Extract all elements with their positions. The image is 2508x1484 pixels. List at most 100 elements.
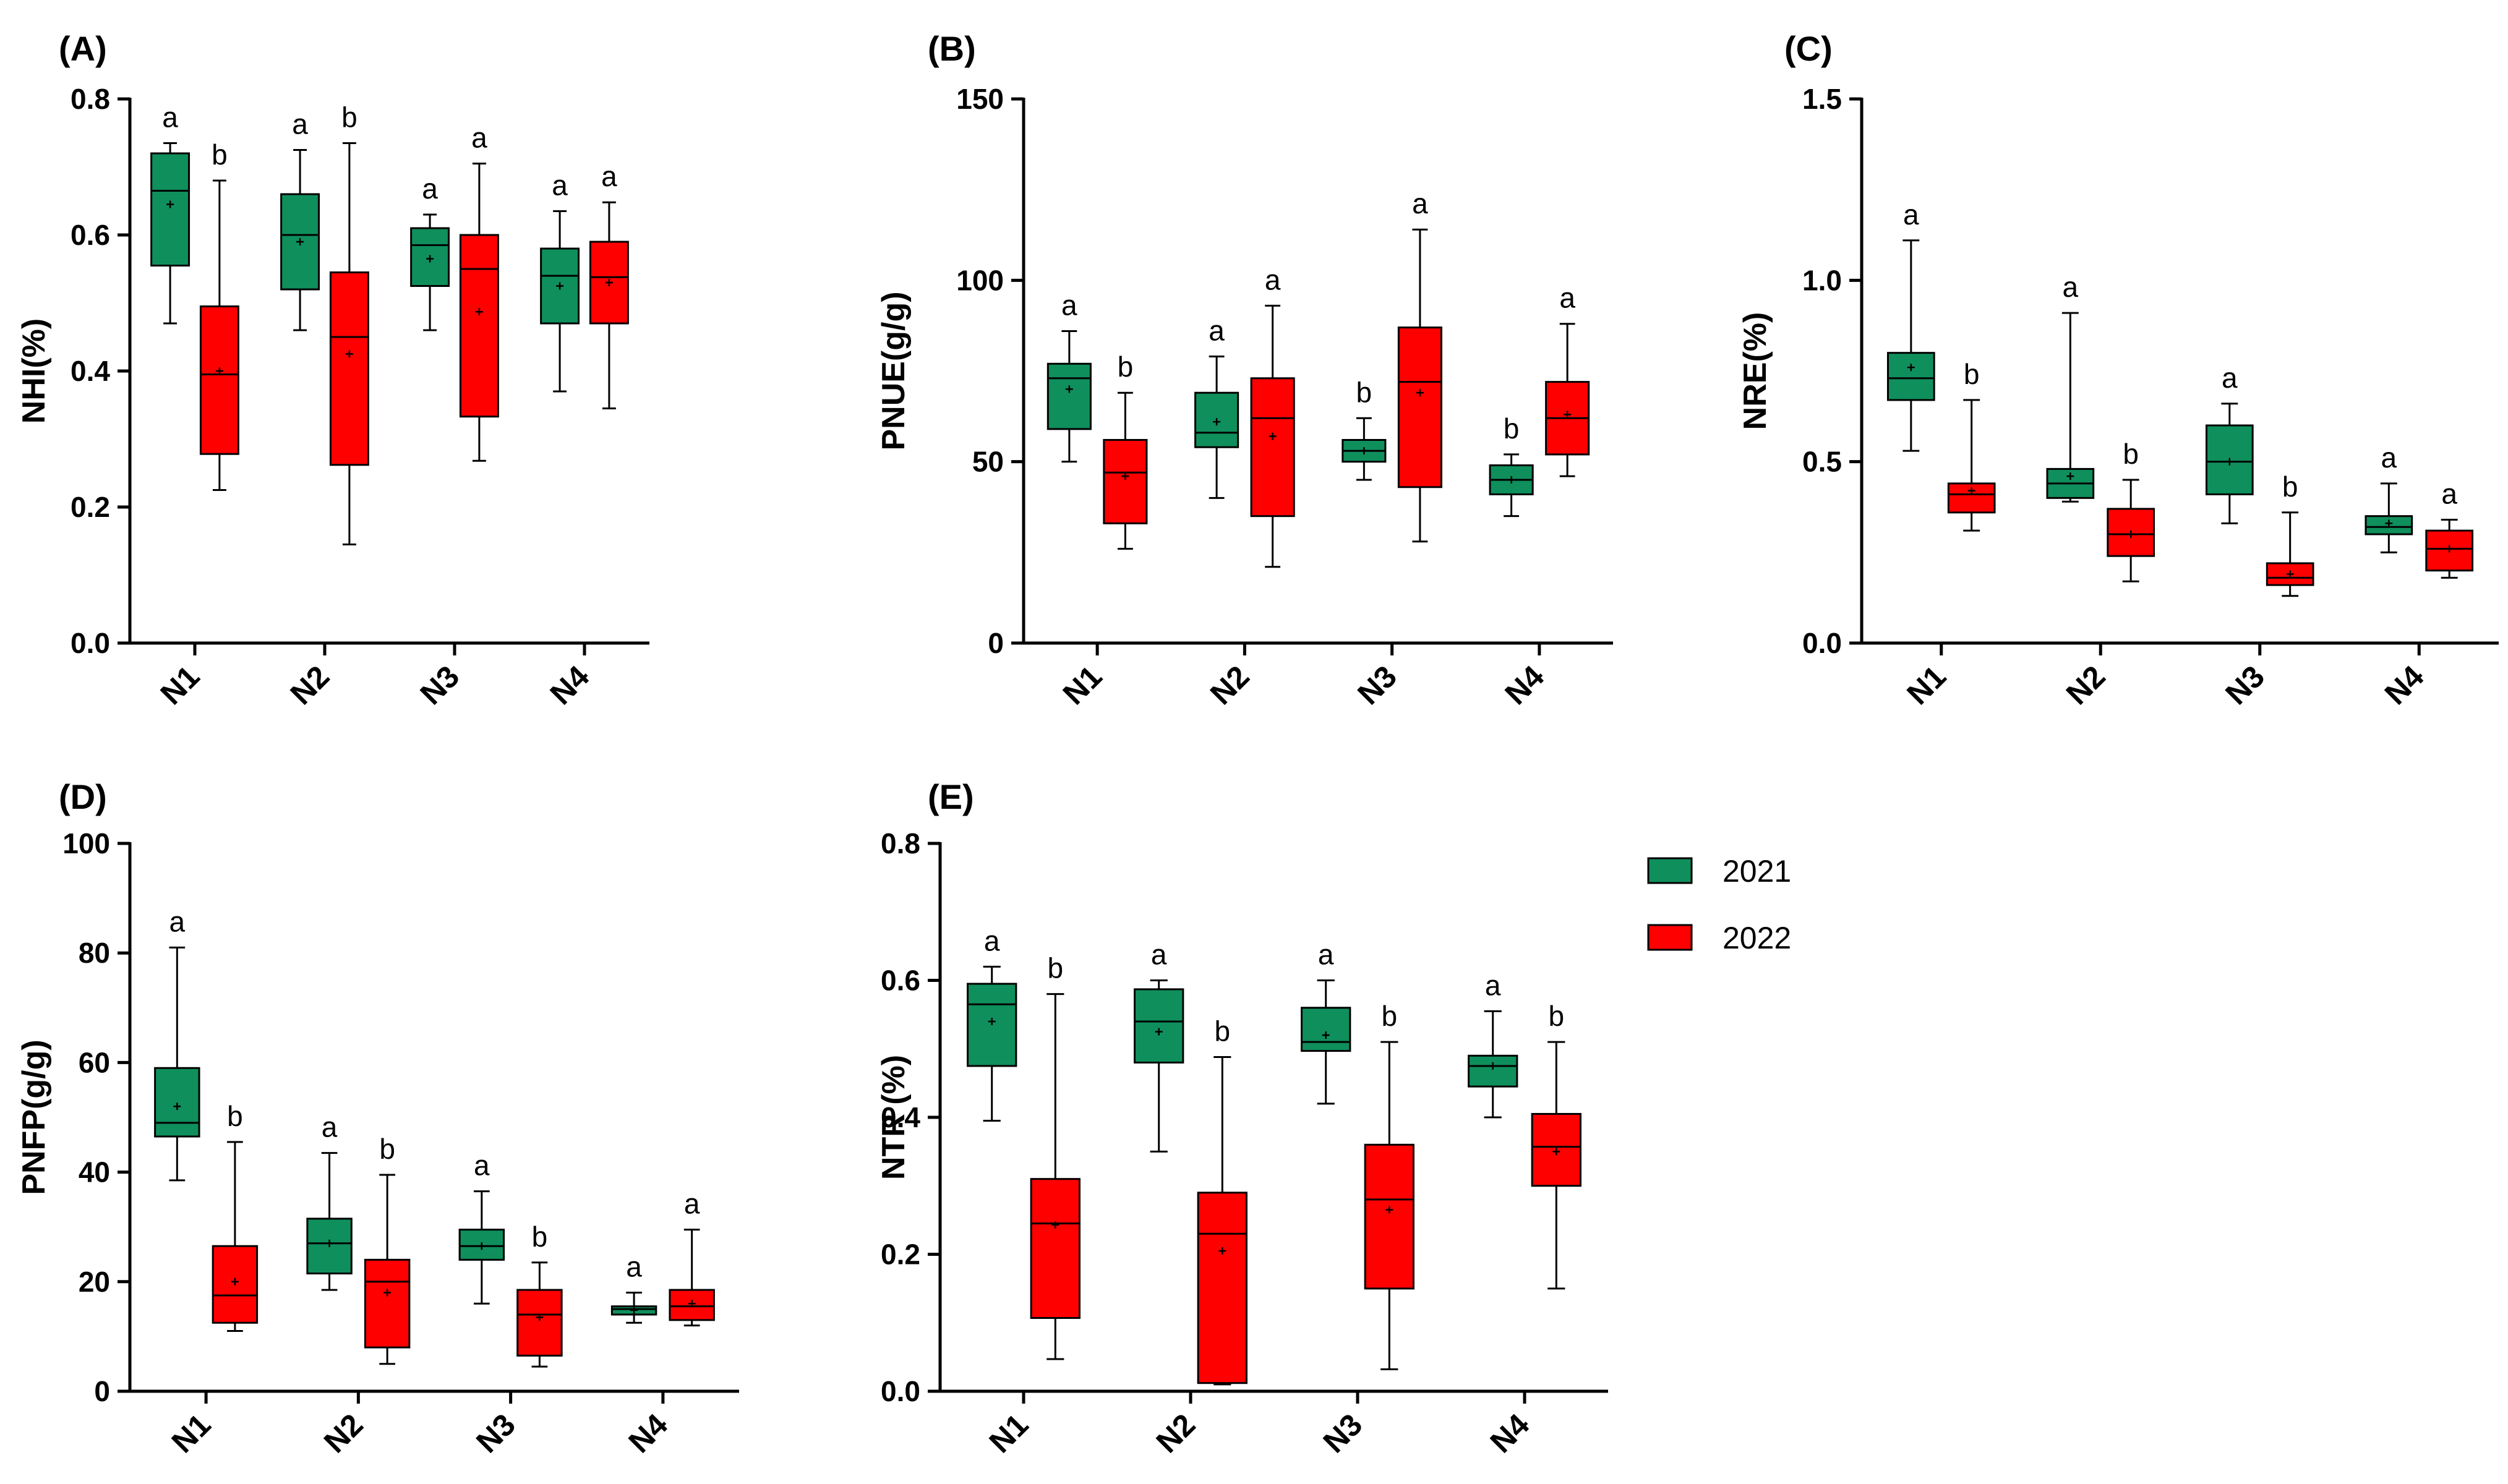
box-body xyxy=(1397,326,1442,488)
significance-letter: a xyxy=(1265,263,1281,296)
box-body xyxy=(364,1258,411,1349)
box-body xyxy=(150,152,190,267)
significance-letter: a xyxy=(552,169,568,202)
box-body xyxy=(1301,1007,1351,1052)
box-body xyxy=(516,1289,563,1357)
significance-letter: a xyxy=(1209,315,1225,347)
significance-letter: b xyxy=(1048,952,1064,984)
significance-letter: a xyxy=(471,122,487,154)
box-2022-N3: b xyxy=(2266,471,2314,597)
box-2022-N4: b xyxy=(1531,1000,1581,1290)
box-body xyxy=(1250,377,1295,518)
y-axis-label: NHI(%) xyxy=(16,318,52,424)
y-tick-label: 60 xyxy=(79,1046,110,1078)
panel-2: (B) PNUE(g/g) 0 50 100 150 N1 a b N2 a a N3 b a N4 b a xyxy=(876,29,1613,711)
legend-label-2021: 2021 xyxy=(1723,854,1791,889)
y-tick-label: 0.2 xyxy=(881,1239,920,1271)
significance-letter: a xyxy=(2222,362,2238,394)
box-2022-N3: b xyxy=(1364,1000,1414,1371)
x-tick-label: N2 xyxy=(2060,659,2112,712)
x-tick-label: N3 xyxy=(469,1407,522,1460)
legend-label-2022: 2022 xyxy=(1723,921,1791,955)
x-tick-label: N3 xyxy=(1351,659,1403,712)
box-2021-N3: a xyxy=(2205,362,2254,524)
x-tick-label: N3 xyxy=(2219,659,2271,712)
y-tick-label: 80 xyxy=(79,937,110,969)
box-body xyxy=(1103,438,1148,524)
y-tick-label: 0.2 xyxy=(71,491,110,523)
box-2021-N1: a xyxy=(154,905,200,1182)
significance-letter: a xyxy=(1061,289,1077,321)
y-axis-label: NRE(%) xyxy=(1737,312,1773,430)
box-2022-N3: b xyxy=(516,1221,563,1368)
significance-letter: a xyxy=(169,905,186,937)
legend-swatch-2021 xyxy=(1647,857,1693,884)
x-tick-label: N2 xyxy=(317,1407,370,1460)
y-tick-label: 100 xyxy=(62,827,110,859)
significance-letter: b xyxy=(532,1221,548,1253)
y-axis-label: NTR (%) xyxy=(876,1055,912,1180)
box-2021-N2: a xyxy=(1134,939,1184,1153)
box-body xyxy=(1197,1192,1248,1384)
box-body xyxy=(1030,1178,1081,1319)
x-tick-label: N2 xyxy=(1150,1407,1202,1460)
y-tick-label: 0.0 xyxy=(71,627,110,659)
box-2022-N4: a xyxy=(2425,478,2474,579)
significance-letter: b xyxy=(2282,471,2298,503)
box-2022-N3: a xyxy=(1397,187,1442,543)
box-2021-N1: a xyxy=(150,101,190,325)
significance-letter: a xyxy=(626,1251,642,1283)
box-body xyxy=(1886,352,1935,401)
y-tick-label: 20 xyxy=(79,1266,110,1298)
box-2021-N4: a xyxy=(540,169,580,393)
significance-letter: a xyxy=(322,1111,338,1143)
box-body xyxy=(154,1067,200,1138)
box-2022-N2: b xyxy=(364,1133,411,1365)
legend-swatch-2022 xyxy=(1647,924,1693,951)
y-tick-label: 0.0 xyxy=(881,1375,920,1407)
box-2022-N4: a xyxy=(1545,282,1590,477)
box-2021-N3: a xyxy=(410,173,450,331)
y-tick-label: 40 xyxy=(79,1156,110,1188)
panel-4: (D) PNFP(g/g) 0 20 40 60 80 100 N1 a b N2 a b N3 a b N4 a a xyxy=(16,777,739,1459)
significance-letter: b xyxy=(341,101,357,134)
significance-letter: b xyxy=(1382,1000,1398,1032)
box-2022-N2: a xyxy=(1250,263,1295,568)
x-tick-label: N2 xyxy=(1204,659,1256,712)
significance-letter: b xyxy=(1964,358,1980,390)
box-2021-N1: a xyxy=(1046,289,1092,463)
y-tick-label: 0.8 xyxy=(881,827,920,859)
panel-5: (E) NTR (%) 0.0 0.2 0.4 0.6 0.8 N1 a b N2 a b N3 a b N4 a… xyxy=(876,777,1608,1459)
significance-letter: a xyxy=(684,1188,700,1220)
significance-letter: a xyxy=(1412,187,1428,220)
x-tick-label: N1 xyxy=(154,659,207,712)
significance-letter: b xyxy=(212,139,228,171)
significance-letter: a xyxy=(292,108,308,140)
box-2021-N4: a xyxy=(2365,441,2413,553)
panel-label: (D) xyxy=(59,777,107,816)
y-tick-label: 1.5 xyxy=(1802,83,1842,115)
box-body xyxy=(1134,988,1184,1064)
significance-letter: b xyxy=(379,1133,395,1165)
box-2022-N1: b xyxy=(1030,952,1081,1360)
significance-letter: a xyxy=(1559,282,1575,314)
significance-letter: a xyxy=(422,173,438,205)
significance-letter: b xyxy=(1118,351,1134,383)
x-tick-label: N2 xyxy=(284,659,336,712)
significance-letter: a xyxy=(1151,939,1167,971)
box-2021-N3: a xyxy=(1301,939,1351,1105)
panels: (A) NHI(%) 0.0 0.2 0.4 0.6 0.8 N1 a b N2 a b N3 a a N4 a a… xyxy=(16,29,2499,1459)
box-2022-N1: b xyxy=(1103,351,1148,550)
x-tick-label: N1 xyxy=(1900,659,1953,712)
significance-letter: a xyxy=(1318,939,1334,971)
x-tick-label: N4 xyxy=(2378,659,2431,711)
significance-letter: b xyxy=(1356,376,1372,408)
significance-letter: a xyxy=(2063,271,2079,303)
panel-label: (B) xyxy=(928,29,976,68)
significance-letter: a xyxy=(2441,478,2457,510)
y-tick-label: 0.0 xyxy=(1802,627,1842,659)
x-tick-label: N4 xyxy=(622,1407,674,1459)
significance-letter: a xyxy=(984,924,1000,957)
significance-letter: b xyxy=(227,1100,243,1132)
